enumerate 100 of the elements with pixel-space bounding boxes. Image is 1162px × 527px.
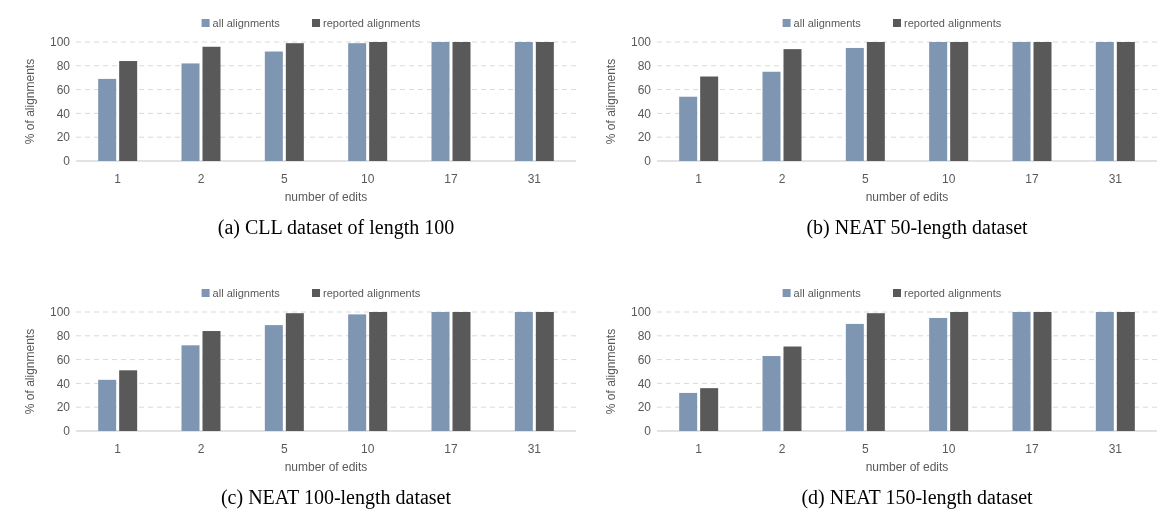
bar	[929, 317, 948, 431]
bar	[514, 312, 533, 431]
y-tick-label: 40	[56, 106, 71, 121]
bar	[679, 392, 698, 431]
text: (b) NEAT 50-length dataset	[806, 216, 1029, 239]
bar	[845, 47, 864, 161]
x-tick-label: 31	[527, 442, 542, 456]
bar	[202, 331, 221, 431]
text: (c) NEAT 100-length dataset	[220, 486, 452, 509]
x-tick-label: 10	[941, 172, 956, 186]
x-tick-label: 1	[695, 442, 703, 456]
x-tick-label: 2	[197, 442, 205, 456]
x-tick-label: 31	[527, 172, 542, 186]
y-axis-title: % of alignments	[23, 328, 37, 415]
x-tick-label: 2	[197, 172, 205, 186]
bar	[1095, 42, 1114, 161]
y-tick-label: 40	[637, 106, 652, 121]
text: (a) CLL dataset of length 100	[217, 216, 455, 239]
bar	[950, 42, 969, 161]
y-tick-label: 0	[63, 154, 71, 169]
bar	[348, 314, 367, 431]
x-tick-label: 5	[280, 172, 288, 186]
bar	[264, 51, 283, 161]
bar	[514, 42, 533, 161]
x-tick-label: 2	[778, 442, 786, 456]
bar	[1116, 42, 1135, 161]
y-axis-title: % of alignments	[604, 58, 618, 145]
y-tick-label: 20	[637, 400, 652, 415]
x-tick-label: 17	[444, 442, 458, 456]
y-tick-label: 60	[56, 82, 71, 97]
y-tick-label: 0	[63, 424, 71, 439]
text: (d) NEAT 150-length dataset	[801, 486, 1034, 509]
bar	[1012, 312, 1031, 431]
x-axis-title: number of edits	[284, 460, 368, 474]
y-tick-label: 80	[637, 59, 652, 73]
legend-label: all alignments	[793, 16, 862, 29]
bar	[1012, 42, 1031, 161]
y-tick-label: 60	[637, 82, 652, 97]
bar	[285, 313, 304, 431]
bar	[369, 42, 388, 161]
x-tick-label: 5	[861, 172, 869, 186]
x-tick-label: 1	[114, 442, 122, 456]
legend-label: reported alignments	[323, 16, 421, 29]
x-tick-label: 10	[360, 442, 375, 456]
x-axis-title: number of edits	[865, 460, 949, 474]
bar	[929, 42, 948, 161]
bar	[119, 370, 138, 431]
x-tick-label: 17	[1025, 442, 1039, 456]
y-tick-label: 0	[644, 154, 652, 169]
bar	[1033, 42, 1052, 161]
bar	[1116, 312, 1135, 431]
bar	[783, 49, 802, 161]
y-tick-label: 0	[644, 424, 652, 439]
bar	[845, 323, 864, 431]
x-tick-label: 5	[861, 442, 869, 456]
y-tick-label: 60	[56, 352, 71, 367]
bar	[119, 61, 138, 161]
bar	[783, 346, 802, 431]
bar	[452, 312, 471, 431]
bar	[348, 43, 367, 161]
y-tick-label: 100	[630, 305, 652, 320]
x-tick-label: 10	[941, 442, 956, 456]
x-axis-title: number of edits	[284, 190, 368, 204]
x-tick-label: 1	[114, 172, 122, 186]
legend-label: all alignments	[212, 286, 281, 299]
bar	[181, 63, 200, 161]
y-tick-label: 100	[49, 305, 71, 320]
bar	[202, 46, 221, 161]
bar	[98, 379, 117, 431]
bar	[535, 42, 554, 161]
bar	[181, 345, 200, 431]
bar	[1033, 312, 1052, 431]
bar	[762, 71, 781, 161]
bar	[431, 312, 450, 431]
bar	[679, 96, 698, 161]
y-tick-label: 80	[56, 329, 71, 343]
y-tick-label: 40	[637, 376, 652, 391]
legend-label: all alignments	[212, 16, 281, 29]
x-tick-label: 17	[444, 172, 458, 186]
y-tick-label: 60	[637, 352, 652, 367]
bar	[98, 78, 117, 161]
bar	[285, 43, 304, 161]
bar	[700, 76, 719, 161]
y-tick-label: 40	[56, 376, 71, 391]
bar	[700, 388, 719, 431]
bar	[762, 356, 781, 431]
legend-label: reported alignments	[323, 286, 421, 299]
bar	[369, 312, 388, 431]
y-tick-label: 20	[637, 130, 652, 145]
x-tick-label: 17	[1025, 172, 1039, 186]
bar	[866, 313, 885, 431]
legend-label: reported alignments	[904, 286, 1002, 299]
y-tick-label: 20	[56, 130, 71, 145]
y-tick-label: 80	[56, 59, 71, 73]
x-tick-label: 2	[778, 172, 786, 186]
bar	[866, 42, 885, 161]
legend-label: all alignments	[793, 286, 862, 299]
bar	[1095, 312, 1114, 431]
y-tick-label: 100	[630, 35, 652, 50]
bar	[452, 42, 471, 161]
